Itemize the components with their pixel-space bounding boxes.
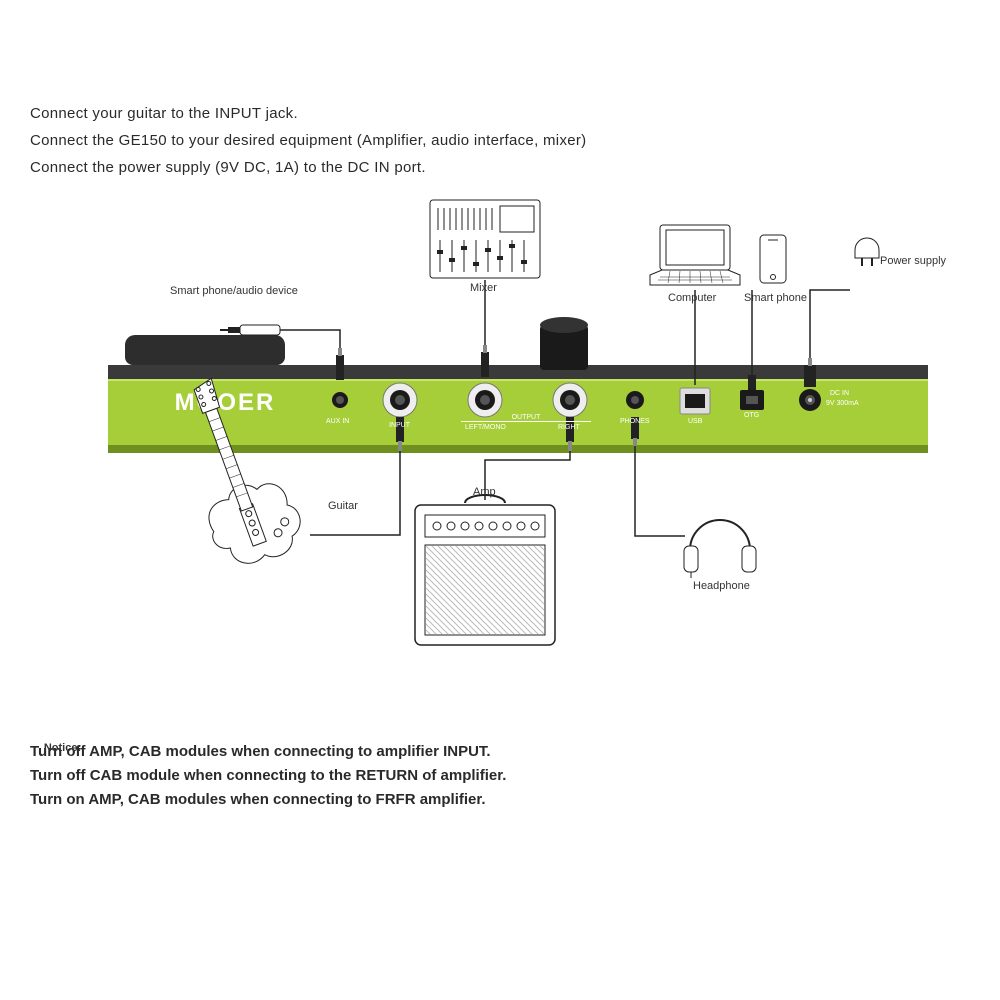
notice-line2: Turn off CAB module when connecting to t…	[30, 767, 506, 784]
port-dcin2: 9V 300mA	[826, 400, 859, 407]
label-power-supply: Power supply	[880, 255, 946, 267]
intro-line3: Connect the power supply (9V DC, 1A) to …	[30, 154, 586, 181]
label-smartphone-audio: Smart phone/audio device	[170, 285, 298, 297]
label-amp: Amp	[473, 486, 496, 498]
port-right: RIGHT	[558, 424, 580, 431]
notice-line3: Turn on AMP, CAB modules when connecting…	[30, 791, 486, 808]
label-computer: Computer	[668, 292, 716, 304]
port-otg: OTG	[744, 412, 759, 419]
port-usb: USB	[688, 418, 702, 425]
intro-line2: Connect the GE150 to your desired equipm…	[30, 127, 586, 154]
power-plug-icon	[855, 238, 879, 266]
output-underline	[461, 421, 591, 422]
notice-line1: Turn off AMP, CAB modules when connectin…	[30, 743, 491, 760]
notice-body: Turn off AMP, CAB modules when connectin…	[30, 740, 506, 812]
laptop-icon	[650, 225, 740, 285]
mixer-icon	[430, 200, 540, 278]
notice-label: Notice:	[30, 740, 95, 758]
notice-block: Notice: Turn off AMP, CAB modules when c…	[30, 740, 506, 812]
port-phones: PHONES	[620, 418, 650, 425]
smartphone-icon	[760, 235, 786, 283]
port-input: INPUT	[389, 422, 410, 429]
brand-text: MOOER	[175, 389, 276, 416]
label-headphone: Headphone	[693, 580, 750, 592]
amp-icon	[415, 495, 555, 645]
label-mixer: Mixer	[470, 282, 497, 294]
diagram-stage: MOOER	[0, 180, 1000, 720]
port-output: OUTPUT	[511, 414, 541, 421]
port-dcin: DC IN	[830, 390, 849, 397]
port-left: LEFT/MONO	[465, 424, 506, 431]
port-aux: AUX IN	[326, 418, 349, 425]
intro-text: Connect your guitar to the INPUT jack. C…	[30, 100, 586, 181]
label-smartphone: Smart phone	[744, 292, 807, 304]
intro-line1: Connect your guitar to the INPUT jack.	[30, 100, 586, 127]
label-guitar: Guitar	[328, 500, 358, 512]
connection-diagram: MOOER	[0, 180, 1000, 720]
headphone-icon	[684, 520, 756, 578]
aux-plug-icon	[220, 325, 280, 335]
